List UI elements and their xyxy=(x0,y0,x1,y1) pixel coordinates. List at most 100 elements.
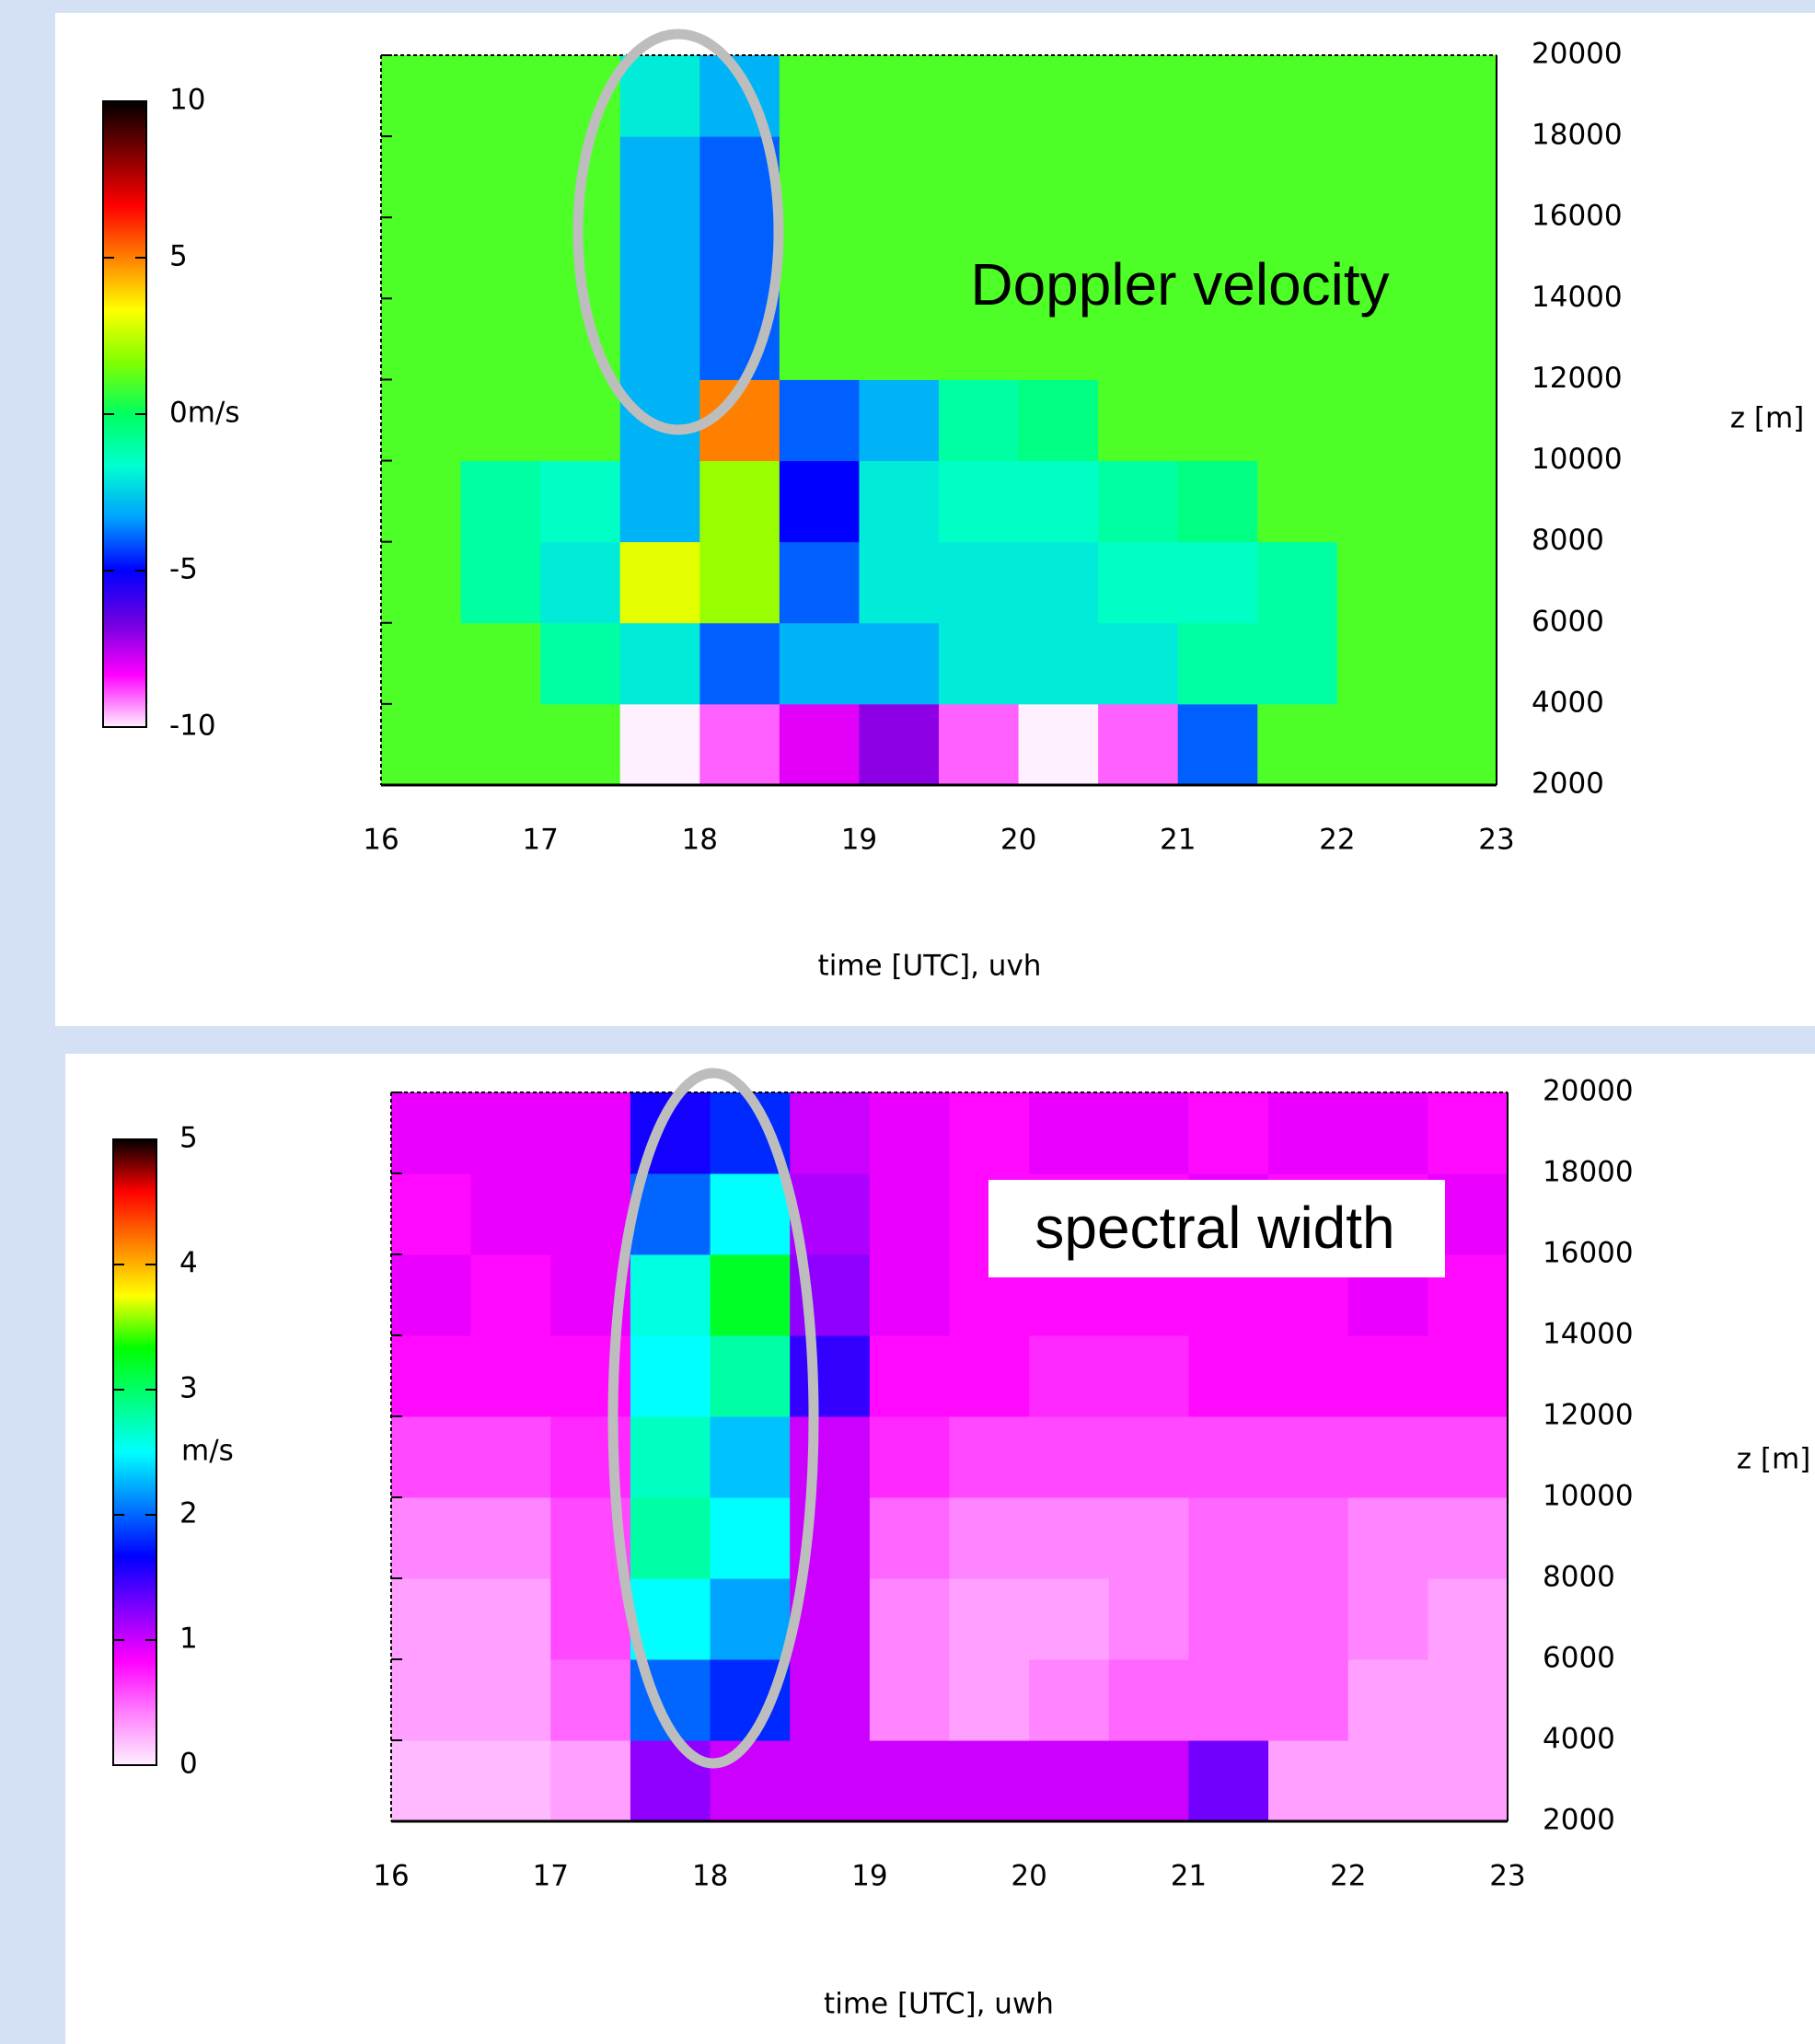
heat-cell xyxy=(1268,1659,1349,1741)
heat-cell xyxy=(630,1578,711,1660)
heat-cell xyxy=(1108,1416,1189,1498)
heat-cell xyxy=(1108,1740,1189,1822)
heat-cell xyxy=(1428,1335,1509,1417)
heat-cell xyxy=(949,1659,1030,1741)
heat-cell xyxy=(869,1092,950,1174)
heat-cell xyxy=(391,1740,472,1822)
y-tick-label: 8000 xyxy=(1543,1561,1615,1594)
y-tick-label: 16000 xyxy=(1543,1237,1634,1270)
heat-cell xyxy=(1428,1659,1509,1741)
heat-cell xyxy=(869,1497,950,1579)
heat-cell xyxy=(869,1254,950,1336)
heat-cell xyxy=(619,379,700,462)
heat-cell xyxy=(1416,298,1497,380)
heat-cell xyxy=(939,703,1020,786)
heat-cell xyxy=(1428,1578,1509,1660)
heat-cell xyxy=(619,460,700,543)
heat-cell xyxy=(550,1173,631,1255)
colorbar-tick-label: 0m/s xyxy=(169,397,240,430)
heat-cell xyxy=(790,1092,871,1174)
heat-cell xyxy=(470,1173,551,1255)
heat-cell xyxy=(1336,622,1417,705)
heat-cell xyxy=(1029,1416,1110,1498)
y-tick-label: 18000 xyxy=(1543,1156,1634,1189)
heat-cell xyxy=(1268,1497,1349,1579)
heat-cell xyxy=(699,460,780,543)
heat-cell xyxy=(1416,217,1497,299)
y-tick-label: 16000 xyxy=(1532,200,1623,233)
heat-cell xyxy=(1029,1578,1110,1660)
heat-cell xyxy=(1416,703,1497,786)
heat-cell xyxy=(939,55,1020,137)
heat-cell xyxy=(460,217,541,299)
x-tick-label: 19 xyxy=(851,1860,887,1893)
heat-cell xyxy=(790,1335,871,1417)
heat-cell xyxy=(1268,1416,1349,1498)
y-tick-label: 14000 xyxy=(1543,1318,1634,1351)
heat-cell xyxy=(391,1335,472,1417)
heat-cell xyxy=(1416,460,1497,543)
heat-cell xyxy=(859,298,940,380)
heat-cell xyxy=(1347,1740,1428,1822)
x-tick-label: 16 xyxy=(373,1860,409,1893)
heat-cell xyxy=(1268,1740,1349,1822)
heat-cell xyxy=(391,1092,472,1174)
heat-cell xyxy=(550,1659,631,1741)
heat-cell xyxy=(1336,298,1417,380)
colorbar-tick-label: 0 xyxy=(179,1748,198,1781)
heat-cell xyxy=(1098,541,1179,624)
x-axis-label: time [UTC], uvh xyxy=(818,950,1042,983)
heat-cell xyxy=(1018,136,1099,218)
heat-cell xyxy=(779,136,860,218)
heat-cell xyxy=(1336,460,1417,543)
heat-cell xyxy=(381,703,462,786)
heat-cell xyxy=(1188,1497,1269,1579)
colorbar-tick-label: 2 xyxy=(179,1497,198,1530)
heat-cell xyxy=(1108,1497,1189,1579)
heat-cell xyxy=(1347,1659,1428,1741)
heat-cell xyxy=(391,1254,472,1336)
heat-cell xyxy=(869,1173,950,1255)
heat-cell xyxy=(949,1497,1030,1579)
heat-cell xyxy=(540,622,621,705)
heat-cell xyxy=(630,1497,711,1579)
heat-cell xyxy=(1108,1335,1189,1417)
heat-cell xyxy=(1428,1740,1509,1822)
highlight-ellipse xyxy=(607,1068,819,1769)
heat-cell xyxy=(630,1335,711,1417)
heat-cell xyxy=(1018,541,1099,624)
x-tick-label: 17 xyxy=(533,1860,569,1893)
heat-cell xyxy=(779,217,860,299)
heat-cell xyxy=(790,1416,871,1498)
colorbar-tick-label: 4 xyxy=(179,1247,198,1280)
heat-cell xyxy=(619,541,700,624)
heat-cell xyxy=(1416,622,1497,705)
heat-cell xyxy=(391,1659,472,1741)
heat-cell xyxy=(1428,1497,1509,1579)
heat-cell xyxy=(699,217,780,299)
heat-cell xyxy=(779,622,860,705)
heat-cell xyxy=(1336,55,1417,137)
heat-cell xyxy=(790,1659,871,1741)
heat-cell xyxy=(1018,217,1099,299)
heat-cell xyxy=(1018,55,1099,137)
y-tick-label: 4000 xyxy=(1543,1723,1615,1756)
heat-cell xyxy=(540,379,621,462)
colorbar-tick-label: 1 xyxy=(179,1622,198,1656)
heat-cell xyxy=(939,298,1020,380)
heat-cell xyxy=(1029,1659,1110,1741)
heat-cell xyxy=(1336,379,1417,462)
x-axis-label: time [UTC], uwh xyxy=(824,1988,1054,2021)
heat-cell xyxy=(1347,1335,1428,1417)
heat-cell xyxy=(1336,136,1417,218)
heat-cell xyxy=(470,1416,551,1498)
heat-cell xyxy=(460,703,541,786)
heat-cell xyxy=(470,1659,551,1741)
colorbar-tick-label: 5 xyxy=(169,240,188,273)
colorbar xyxy=(112,1138,157,1766)
heat-cell xyxy=(1257,703,1338,786)
y-tick-label: 10000 xyxy=(1532,443,1623,476)
heat-cell xyxy=(1177,703,1258,786)
heat-cell xyxy=(949,1578,1030,1660)
heat-cell xyxy=(1098,379,1179,462)
